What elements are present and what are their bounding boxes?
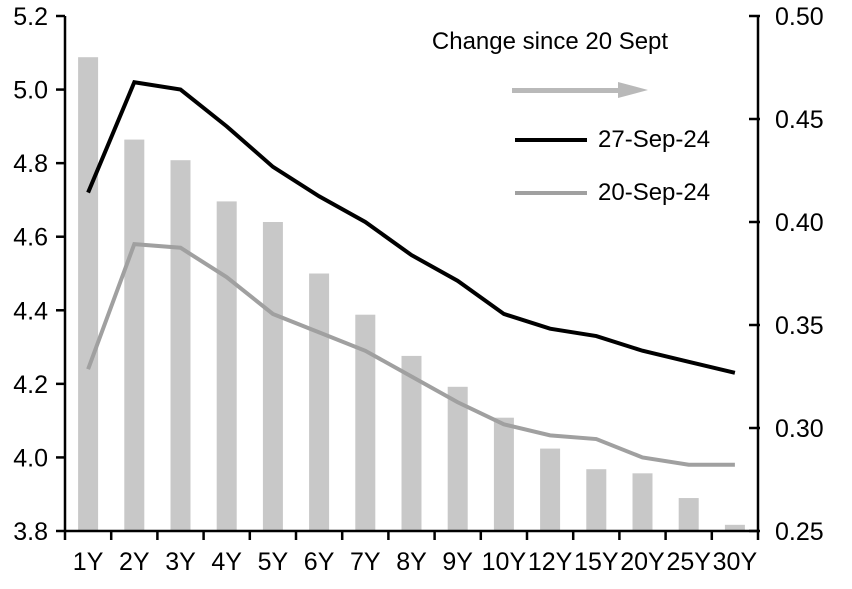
legend-item-27-sep: 27-Sep-24: [515, 126, 710, 154]
right-axis-tick-label: 0.25: [775, 518, 824, 546]
bar-change-25Y: [678, 498, 699, 531]
gray-line-swatch: [515, 191, 587, 195]
left-axis-tick-label: 4.2: [13, 371, 48, 399]
left-axis-tick-label: 4.6: [13, 224, 48, 252]
bar-change-10Y: [493, 417, 514, 531]
right-arrow-icon: [512, 82, 648, 98]
x-axis-label-8Y: 8Y: [396, 548, 427, 576]
left-axis-tick-label: 3.8: [13, 518, 48, 546]
left-axis-tick-label: 4.4: [13, 297, 48, 325]
x-axis-label-6Y: 6Y: [304, 548, 335, 576]
right-axis-tick-label: 0.40: [775, 209, 824, 237]
left-axis-tick-label: 4.0: [13, 444, 48, 472]
left-axis-tick-label: 5.0: [13, 77, 48, 105]
bar-change-5Y: [262, 222, 283, 531]
line-20-sep-24: [86, 241, 735, 467]
left-axis-tick-label: 4.8: [13, 150, 48, 178]
right-axis-tick-label: 0.35: [775, 312, 824, 340]
x-axis-label-2Y: 2Y: [119, 548, 150, 576]
bar-change-9Y: [447, 386, 468, 531]
bar-change-8Y: [401, 355, 422, 531]
x-axis-label-30Y: 30Y: [713, 548, 758, 576]
x-axis-label-20Y: 20Y: [620, 548, 665, 576]
x-axis-label-9Y: 9Y: [442, 548, 473, 576]
bar-change-4Y: [216, 201, 237, 531]
bar-change-30Y: [724, 524, 745, 531]
legend-title-change-since: Change since 20 Sept: [431, 28, 669, 55]
x-axis-label-5Y: 5Y: [258, 548, 289, 576]
bar-change-15Y: [586, 469, 607, 531]
bar-change-20Y: [632, 473, 653, 531]
x-axis-label-10Y: 10Y: [482, 548, 527, 576]
left-axis-tick-label: 5.2: [13, 3, 48, 31]
x-axis-label-1Y: 1Y: [73, 548, 104, 576]
bar-change-12Y: [540, 448, 561, 531]
legend-item-20-sep: 20-Sep-24: [515, 179, 710, 207]
bar-change-3Y: [170, 160, 191, 531]
right-axis-tick-label: 0.30: [775, 415, 824, 443]
black-line-swatch: [515, 138, 587, 142]
arrow-shaft: [512, 88, 620, 93]
right-axis-tick-label: 0.45: [775, 106, 824, 134]
bar-change-7Y: [355, 314, 376, 531]
x-axis-label-4Y: 4Y: [211, 548, 242, 576]
right-axis-tick-label: 0.50: [775, 3, 824, 31]
x-axis-label-3Y: 3Y: [165, 548, 196, 576]
x-axis-label-7Y: 7Y: [350, 548, 381, 576]
legend-label-27-sep: 27-Sep-24: [598, 126, 711, 153]
arrow-head: [618, 82, 648, 98]
line-27-sep-24: [86, 79, 736, 375]
x-axis-label-25Y: 25Y: [666, 548, 711, 576]
bar-change-2Y: [124, 139, 145, 531]
x-axis-label-15Y: 15Y: [574, 548, 619, 576]
bar-change-1Y: [78, 57, 99, 531]
x-axis-label-12Y: 12Y: [528, 548, 573, 576]
legend-label-20-sep: 20-Sep-24: [598, 179, 711, 206]
chart-legend: Change since 20 Sept 27-Sep-24 20-Sep-24: [400, 26, 710, 216]
bar-change-6Y: [309, 273, 330, 531]
